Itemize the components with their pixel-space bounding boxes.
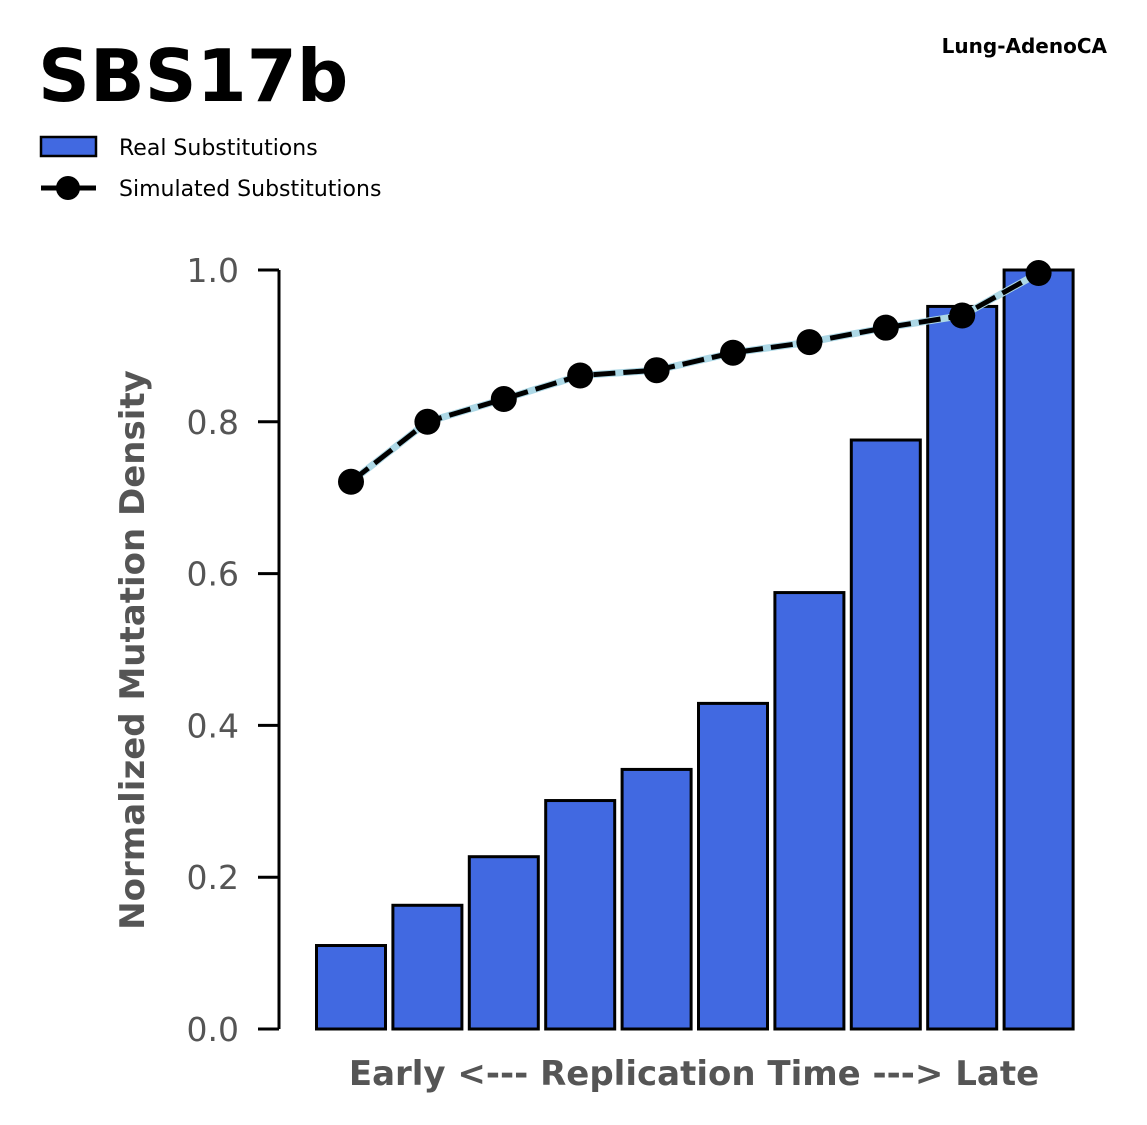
simulated-point-8 [872,314,899,341]
simulated-point-2 [414,408,441,435]
bar-7 [773,591,846,1031]
y-tick-label-1.0: 1.0 [187,251,239,290]
bar-4 [544,799,617,1031]
y-tick-label-0.8: 0.8 [187,403,239,442]
simulated-point-3 [490,386,517,413]
legend-swatch-real [39,135,98,158]
simulated-series [338,260,1052,495]
y-tick-label-0.4: 0.4 [187,706,239,745]
legend-marker-simulated [56,176,80,200]
y-tick-label-0.0: 0.0 [187,1010,239,1049]
simulated-point-10 [1025,260,1052,287]
legend: Real Substitutions Simulated Substitutio… [39,135,381,202]
bar-1 [315,944,387,1031]
bar-10 [1002,268,1075,1031]
bar-3 [467,855,540,1031]
y-axis-label: Normalized Mutation Density [113,370,153,930]
simulated-point-9 [949,302,976,329]
simulated-line [349,270,1040,484]
bar-9 [926,304,999,1031]
legend-label-simulated: Simulated Substitutions [119,177,381,202]
simulated-point-4 [567,362,594,389]
bar-series [315,268,1075,1031]
simulated-point-5 [643,357,670,384]
simulated-point-1 [338,468,364,495]
bar-8 [849,438,922,1031]
bar-5 [620,767,693,1031]
simulated-point-7 [796,329,823,356]
y-tick-label-0.6: 0.6 [187,555,239,594]
y-tick-label-0.2: 0.2 [187,858,239,897]
chart-subtitle: Lung-AdenoCA [942,34,1108,58]
y-axis: 0.0 0.2 0.4 0.6 0.8 1.0 [187,251,281,1049]
simulated-point-6 [720,339,746,366]
bar-2 [391,903,464,1031]
chart-title: SBS17b [38,34,348,118]
legend-label-real: Real Substitutions [119,136,318,161]
bar-6 [697,701,769,1031]
x-axis-label: Early <--- Replication Time ---> Late [349,1054,1039,1094]
